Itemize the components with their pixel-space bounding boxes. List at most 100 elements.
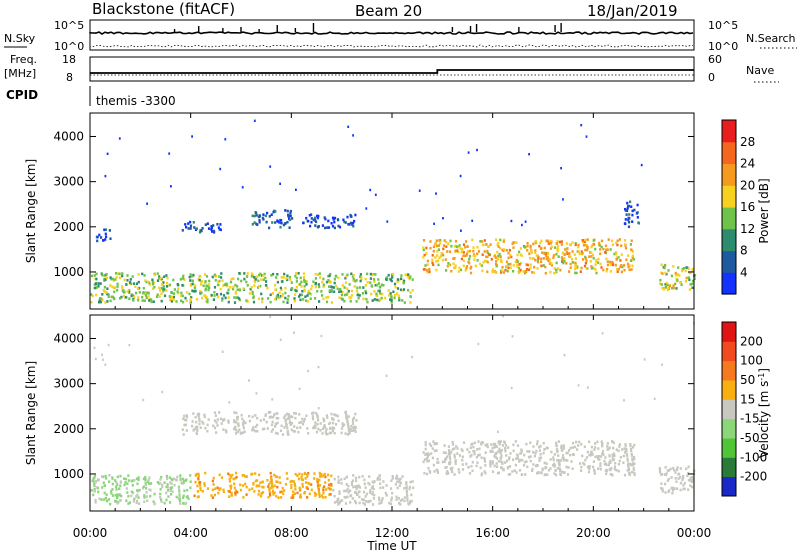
scatter-cell	[242, 423, 245, 427]
scatter-cell	[269, 471, 272, 475]
scatter-cell	[574, 264, 577, 268]
scatter-cell	[163, 294, 167, 298]
scatter-cell	[118, 137, 121, 140]
scatter-cell	[321, 280, 324, 284]
scatter-cell	[314, 297, 317, 300]
scatter-cell	[585, 259, 588, 263]
scatter-cell	[102, 481, 105, 485]
scatter-cell	[623, 264, 626, 267]
scatter-cell	[338, 225, 342, 229]
scatter-cell	[576, 265, 579, 269]
scatter-cell	[286, 274, 289, 278]
scatter-cell	[509, 262, 512, 266]
scatter-cell	[504, 268, 507, 272]
scatter-cell	[327, 478, 330, 482]
scatter-cell	[189, 279, 192, 282]
scatter-cell	[318, 495, 321, 499]
scatter-cell	[519, 253, 522, 256]
scatter-cell	[495, 457, 498, 460]
scatter-cell	[403, 487, 406, 490]
scatter-cell	[109, 299, 112, 303]
scatter-cell	[323, 418, 326, 422]
scatter-cell	[553, 267, 556, 270]
scatter-cell	[625, 258, 628, 262]
scatter-cell	[585, 135, 588, 138]
scatter-cell	[184, 423, 187, 427]
scatter-cell	[281, 294, 284, 298]
scatter-cell	[230, 494, 233, 497]
scatter-cell	[465, 462, 468, 466]
scatter-cell	[476, 252, 479, 256]
scatter-cell	[286, 278, 289, 282]
scatter-cell	[234, 425, 237, 429]
scatter-cell	[467, 466, 470, 469]
scatter-cell	[404, 273, 407, 276]
scatter-cell	[398, 480, 401, 484]
scatter-cell	[220, 272, 223, 275]
scatter-cell	[465, 254, 468, 257]
scatter-cell	[366, 300, 369, 304]
scatter-cell	[539, 247, 543, 250]
scatter-cell	[256, 479, 259, 482]
scatter-cell	[288, 275, 291, 279]
scatter-cell	[359, 279, 362, 283]
scatter-cell	[95, 285, 98, 289]
scatter-cell	[266, 479, 269, 482]
scatter-cell	[130, 490, 133, 494]
scatter-cell	[679, 467, 682, 470]
scatter-cell	[297, 430, 300, 434]
scatter-cell	[691, 286, 694, 290]
scatter-cell	[107, 293, 110, 297]
scatter-cell	[280, 276, 283, 279]
scatter-cell	[352, 221, 355, 225]
scatter-cell	[184, 223, 187, 226]
scatter-cell	[467, 151, 470, 154]
power-colorbar-label: Power [dB]	[757, 178, 771, 243]
scatter-cell	[464, 254, 467, 258]
scatter-cell	[505, 260, 509, 264]
scatter-cell	[93, 274, 96, 277]
scatter-cell	[628, 217, 631, 220]
scatter-cell	[279, 225, 282, 229]
scatter-cell	[399, 499, 402, 502]
scatter-cell	[236, 288, 239, 291]
scatter-cell	[569, 262, 572, 266]
scatter-cell	[390, 487, 393, 490]
scatter-cell	[631, 470, 634, 474]
scatter-cell	[313, 424, 316, 428]
scatter-cell	[251, 214, 254, 218]
scatter-cell	[605, 472, 608, 476]
scatter-cell	[192, 290, 195, 293]
scatter-cell	[373, 290, 376, 293]
scatter-cell	[138, 502, 141, 505]
scatter-cell	[270, 423, 274, 427]
scatter-cell	[616, 270, 619, 273]
scatter-cell	[451, 440, 454, 444]
scatter-cell	[298, 387, 301, 390]
scatter-cell	[514, 260, 517, 264]
scatter-cell	[111, 277, 115, 281]
freq-trace	[90, 69, 694, 74]
scatter-cell	[390, 299, 393, 302]
scatter-cell	[526, 241, 529, 245]
scatter-cell	[443, 444, 446, 447]
scatter-cell	[314, 285, 317, 289]
scatter-cell	[267, 297, 270, 300]
scatter-cell	[682, 487, 685, 491]
scatter-cell	[515, 471, 518, 474]
scatter-cell	[546, 473, 549, 476]
scatter-cell	[489, 449, 492, 453]
scatter-cell	[557, 440, 560, 443]
scatter-cell	[333, 220, 336, 224]
scatter-cell	[323, 472, 326, 476]
scatter-cell	[93, 476, 96, 480]
scatter-cell	[374, 273, 377, 276]
scatter-cell	[526, 263, 529, 267]
scatter-cell	[237, 422, 240, 425]
scatter-cell	[145, 280, 148, 284]
scatter-cell	[201, 280, 204, 283]
scatter-cell	[446, 455, 449, 459]
scatter-cell	[429, 240, 432, 243]
scatter-cell	[543, 448, 546, 451]
